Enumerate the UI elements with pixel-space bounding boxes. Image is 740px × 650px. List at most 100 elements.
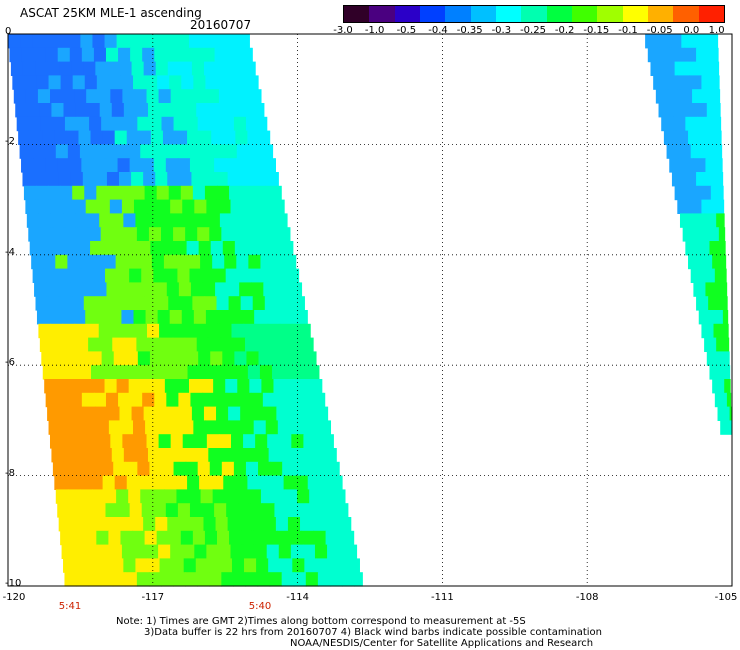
main-swath-cell xyxy=(82,282,95,297)
map-date: 20160707 xyxy=(190,18,252,32)
main-swath-cell xyxy=(269,572,283,587)
main-swath-cell xyxy=(78,475,92,490)
main-swath-cell xyxy=(156,296,169,311)
east-swath-cell xyxy=(704,213,717,228)
colorbar-segment xyxy=(470,6,496,22)
main-swath-cell xyxy=(74,434,87,449)
main-swath-cell xyxy=(146,544,159,559)
main-swath-cell xyxy=(161,116,175,132)
main-swath-cell xyxy=(112,227,126,242)
main-swath-cell xyxy=(70,517,84,532)
east-swath-cell xyxy=(700,254,713,270)
east-swath-cell xyxy=(694,103,708,118)
main-swath-cell xyxy=(311,392,324,408)
colorbar-tick-label: 0.0 xyxy=(683,25,700,36)
east-swath-cell xyxy=(712,130,722,145)
main-swath-cell xyxy=(107,296,121,311)
main-swath-cell xyxy=(154,47,167,63)
east-swath-cell xyxy=(718,351,730,366)
main-swath-cell xyxy=(304,448,318,463)
main-swath-cell xyxy=(302,544,316,559)
main-swath-cell xyxy=(126,130,140,145)
main-swath-cell xyxy=(98,89,111,104)
east-swath-cell xyxy=(698,61,712,76)
main-swath-cell xyxy=(252,61,256,76)
map-frame xyxy=(7,33,733,587)
main-swath-cell xyxy=(191,61,205,76)
main-swath-cell xyxy=(268,558,281,573)
main-swath-cell xyxy=(21,158,34,173)
main-swath-cell xyxy=(191,517,205,532)
east-swath-cell xyxy=(688,130,701,145)
main-swath-cell xyxy=(177,503,191,518)
main-swath-cell xyxy=(164,144,178,159)
east-swath-cell xyxy=(714,268,727,283)
east-swath-cell xyxy=(661,116,674,132)
east-swath-cell xyxy=(698,310,712,325)
colorbar-tick-label: -0.15 xyxy=(583,25,610,36)
main-swath-cell xyxy=(259,475,273,490)
main-swath-cell xyxy=(202,158,215,173)
main-swath-cell xyxy=(87,558,100,573)
main-swath-cell xyxy=(176,144,190,159)
main-swath-cell xyxy=(45,47,59,63)
main-swath-cell xyxy=(216,185,230,201)
main-swath-cell xyxy=(241,530,254,546)
main-swath-cell xyxy=(122,323,136,339)
main-swath-cell xyxy=(58,517,72,532)
main-swath-cell xyxy=(226,47,240,63)
east-swath-cell xyxy=(714,144,723,159)
main-swath-cell xyxy=(89,461,102,477)
main-swath-cell xyxy=(235,130,249,145)
main-swath-cell xyxy=(178,47,192,63)
main-swath-cell xyxy=(129,158,143,173)
main-swath-cell xyxy=(91,489,105,504)
main-swath-cell xyxy=(9,47,23,63)
main-swath-cell xyxy=(202,503,215,518)
main-swath-cell xyxy=(111,558,124,573)
main-swath-cell xyxy=(99,448,113,463)
main-swath-cell xyxy=(118,282,132,297)
main-swath-cell xyxy=(105,392,119,408)
main-swath-cell xyxy=(105,47,119,63)
main-swath-cell xyxy=(64,572,78,587)
main-swath-cell xyxy=(154,392,167,408)
main-swath-cell xyxy=(133,544,147,559)
longitude-label: -108 xyxy=(575,592,599,603)
main-swath-cell xyxy=(72,185,85,201)
main-swath-cell xyxy=(180,530,194,546)
main-swath-cell xyxy=(163,365,177,380)
main-swath-cell xyxy=(228,406,241,421)
main-swath-cell xyxy=(77,116,90,132)
main-swath-cell xyxy=(245,461,259,477)
main-swath-cell xyxy=(45,158,58,173)
east-swath-cell xyxy=(710,310,724,325)
main-swath-cell xyxy=(164,379,178,394)
latitude-label: -4 xyxy=(5,246,15,258)
east-swath-cell xyxy=(718,227,726,242)
main-swath-cell xyxy=(177,158,191,173)
main-swath-cell xyxy=(324,406,329,421)
main-swath-cell xyxy=(195,558,209,573)
longitude-label: -114 xyxy=(286,592,309,603)
east-swath-cell xyxy=(701,199,715,214)
east-swath-cell xyxy=(702,268,716,283)
east-swath-cell xyxy=(692,213,705,228)
main-swath-cell xyxy=(349,530,355,546)
main-swath-cell xyxy=(124,227,138,242)
main-swath-cell xyxy=(38,323,52,339)
main-swath-cell xyxy=(235,475,249,490)
main-swath-cell xyxy=(327,544,340,559)
main-swath-cell xyxy=(78,130,92,145)
main-swath-cell xyxy=(253,530,266,546)
main-swath-cell xyxy=(204,185,218,201)
main-swath-cell xyxy=(53,241,67,256)
colorbar-segment xyxy=(571,6,598,22)
main-swath-cell xyxy=(220,337,234,352)
main-swath-cell xyxy=(162,130,176,145)
main-swath-cell xyxy=(50,213,64,228)
main-swath-cell xyxy=(121,544,135,559)
main-swath-cell xyxy=(147,448,161,463)
main-swath-cell xyxy=(168,296,181,311)
main-swath-cell xyxy=(127,254,141,270)
